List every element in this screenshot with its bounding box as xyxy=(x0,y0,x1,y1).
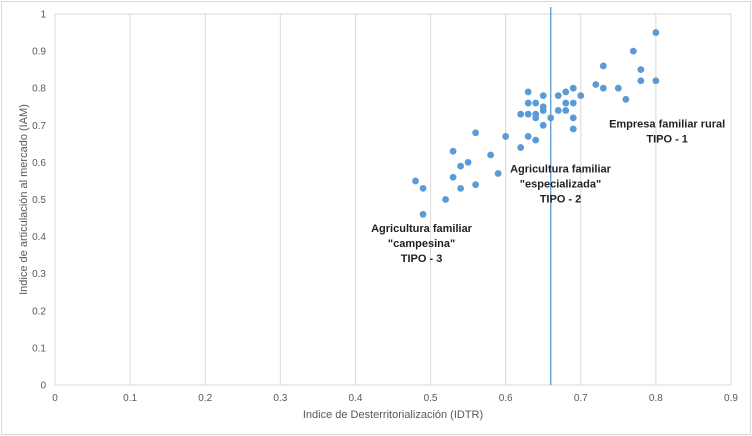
data-point xyxy=(472,181,480,189)
annotation-label: Agricultura familiar xyxy=(371,223,473,235)
data-point xyxy=(599,84,607,92)
data-point xyxy=(629,47,637,55)
data-point xyxy=(487,151,495,159)
annotation-label: Empresa familiar rural xyxy=(609,119,725,131)
annotation-label: TIPO - 1 xyxy=(646,134,688,146)
x-tick-label: 0.4 xyxy=(348,393,362,404)
data-point xyxy=(652,29,660,36)
data-point xyxy=(637,77,645,85)
data-point xyxy=(539,92,547,100)
annotation-label: TIPO - 3 xyxy=(401,253,443,265)
data-point xyxy=(622,95,630,103)
data-point xyxy=(524,133,532,140)
data-point xyxy=(562,107,570,114)
data-point xyxy=(569,125,577,133)
data-point xyxy=(599,62,607,70)
x-axis-title: Indice de Desterritorialización (IDTR) xyxy=(303,409,483,421)
data-point xyxy=(517,144,525,151)
data-point xyxy=(569,99,577,107)
data-point xyxy=(562,88,570,96)
y-tick-label: 0 xyxy=(40,381,46,392)
x-tick-label: 0.7 xyxy=(574,393,588,404)
data-point xyxy=(412,177,419,185)
y-tick-label: 0.2 xyxy=(32,306,46,317)
annotation-label: TIPO - 2 xyxy=(540,193,582,205)
annotation-label: "especializada" xyxy=(520,178,601,190)
x-tick-label: 0.2 xyxy=(198,393,212,404)
data-point xyxy=(442,196,449,203)
data-point xyxy=(524,88,532,96)
y-tick-label: 0.7 xyxy=(32,121,46,132)
x-tick-label: 0.1 xyxy=(123,393,137,404)
data-point xyxy=(419,210,427,218)
x-tick-label: 0.3 xyxy=(273,393,287,404)
data-point xyxy=(419,184,427,192)
point-layer xyxy=(412,29,660,218)
data-point xyxy=(449,173,457,181)
annotation-label: Agricultura familiar xyxy=(510,163,612,175)
data-point xyxy=(457,162,464,170)
annotation-layer: Empresa familiar rural TIPO - 1 Agricultur… xyxy=(371,119,725,266)
y-tick-label: 0.4 xyxy=(32,232,46,243)
data-point xyxy=(449,147,457,155)
y-tick-label: 0.6 xyxy=(32,158,46,169)
x-tick-label: 0 xyxy=(52,393,58,404)
data-point xyxy=(614,84,622,92)
y-axis-title: Indice de articulación al mercado (IAM) xyxy=(18,104,30,295)
y-tick-label: 0.8 xyxy=(32,84,46,95)
y-tick-label: 0.9 xyxy=(32,47,46,58)
data-point xyxy=(569,84,577,92)
data-point xyxy=(524,99,532,107)
x-tick-label: 0.5 xyxy=(424,393,438,404)
y-tick-label: 0.3 xyxy=(32,269,46,280)
data-point xyxy=(532,114,540,122)
data-point xyxy=(539,121,547,129)
data-point xyxy=(532,99,540,107)
annotation-label: "campesina" xyxy=(388,238,455,250)
data-point xyxy=(637,66,645,74)
data-point xyxy=(562,99,570,107)
data-point xyxy=(457,184,464,192)
data-point xyxy=(532,136,540,144)
data-point xyxy=(554,107,562,114)
data-point xyxy=(554,92,562,100)
data-point xyxy=(524,110,532,118)
grid-layer xyxy=(54,13,732,386)
y-tick-label: 0.5 xyxy=(32,195,46,206)
data-point xyxy=(464,159,472,166)
data-point xyxy=(472,129,480,137)
data-point xyxy=(539,107,547,114)
data-point xyxy=(652,77,660,85)
x-tick-label: 0.6 xyxy=(499,393,513,404)
tick-layer: 0 0.1 0.2 0.3 0.4 0.5 0.6 0.7 0.8 0.9 0 0.1 0.2 0.3 0.… xyxy=(32,10,738,405)
y-tick-label: 1 xyxy=(40,10,46,21)
y-tick-label: 0.1 xyxy=(32,343,46,354)
x-tick-label: 0.9 xyxy=(724,393,738,404)
data-point xyxy=(517,110,525,118)
data-point xyxy=(592,81,600,88)
data-point xyxy=(502,133,510,140)
x-tick-label: 0.8 xyxy=(649,393,663,404)
data-point xyxy=(569,114,577,122)
data-point xyxy=(577,92,585,100)
data-point xyxy=(494,170,502,177)
